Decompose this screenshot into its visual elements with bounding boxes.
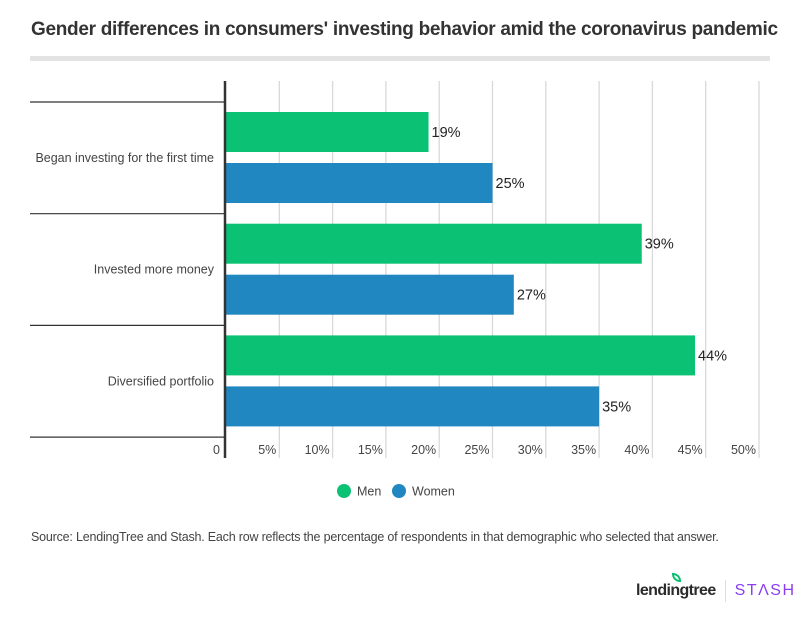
leaf-icon bbox=[672, 573, 681, 582]
category-label: Began investing for the first time bbox=[35, 151, 214, 165]
legend-label-men: Men bbox=[357, 485, 381, 499]
legend-marker-men bbox=[337, 484, 351, 498]
bar-women bbox=[226, 386, 600, 427]
bar-men bbox=[226, 335, 696, 376]
lendingtree-wordmark: lendingtree bbox=[636, 582, 716, 599]
x-tick-label: 5% bbox=[258, 443, 276, 457]
title-divider bbox=[30, 56, 770, 61]
x-tick-label: 50% bbox=[731, 443, 756, 457]
legend-marker-women bbox=[392, 484, 406, 498]
data-label-women: 27% bbox=[517, 288, 546, 304]
chart-title: Gender differences in consumers' investi… bbox=[31, 19, 778, 40]
data-label-men: 19% bbox=[432, 125, 461, 141]
bars: 19% 39% 44% 25% 27% 35% bbox=[226, 112, 727, 427]
category-separators bbox=[30, 101, 225, 438]
data-label-men: 39% bbox=[645, 237, 674, 253]
x-axis-ticks: 0 5% 10% 15% 20% 25% 30% 35% 40% 45% 50% bbox=[213, 443, 756, 457]
x-tick-label: 30% bbox=[518, 443, 543, 457]
stash-logo: STΛSH bbox=[734, 582, 796, 599]
x-tick-label: 20% bbox=[411, 443, 436, 457]
bar-chart: 19% 39% 44% 25% 27% 35% Began investing for t… bbox=[30, 81, 760, 499]
brand-logos: lendingtree STΛSH bbox=[636, 573, 796, 605]
x-tick-label: 0 bbox=[213, 443, 220, 457]
category-label: Diversified portfolio bbox=[108, 374, 214, 388]
category-labels: Began investing for the first time Invest… bbox=[35, 151, 214, 388]
x-tick-label: 10% bbox=[305, 443, 330, 457]
x-tick-label: 25% bbox=[464, 443, 489, 457]
legend-label-women: Women bbox=[412, 485, 455, 499]
bar-women bbox=[226, 163, 493, 203]
lendingtree-logo: lendingtree bbox=[636, 573, 716, 600]
bar-men bbox=[226, 112, 429, 152]
bar-men bbox=[226, 223, 642, 264]
x-tick-label: 40% bbox=[624, 443, 649, 457]
category-label: Invested more money bbox=[94, 263, 215, 277]
data-label-women: 25% bbox=[496, 176, 525, 192]
x-tick-label: 15% bbox=[358, 443, 383, 457]
legend: Men Women bbox=[337, 484, 455, 499]
x-tick-label: 45% bbox=[678, 443, 703, 457]
data-label-women: 35% bbox=[602, 399, 631, 415]
source-note: Source: LendingTree and Stash. Each row … bbox=[31, 530, 719, 544]
bar-women bbox=[226, 274, 514, 315]
data-label-men: 44% bbox=[698, 348, 727, 364]
logo-divider bbox=[724, 580, 726, 602]
x-tick-label: 35% bbox=[571, 443, 596, 457]
